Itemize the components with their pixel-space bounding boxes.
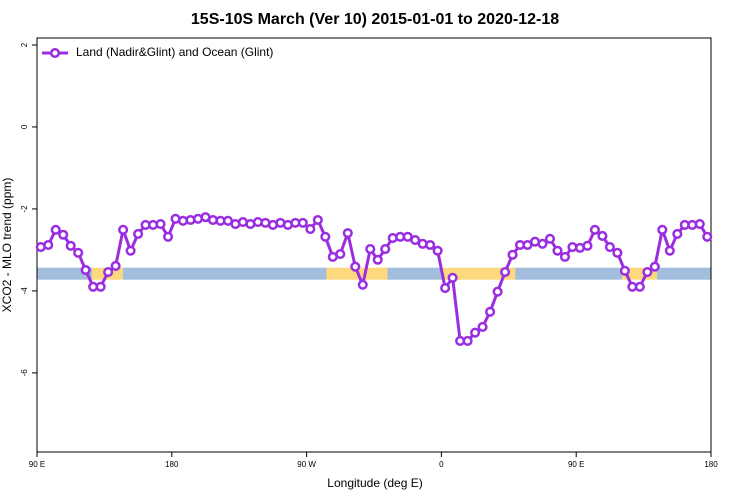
data-point (103, 267, 114, 278)
data-point (73, 247, 84, 258)
data-point (110, 260, 121, 271)
data-point (559, 251, 571, 262)
data-point (342, 228, 353, 239)
data-point (297, 217, 308, 228)
y-axis-label: XCO2 - MLO trend (ppm) (0, 178, 14, 313)
data-point (589, 224, 600, 235)
legend-marker (49, 47, 61, 59)
data-point (619, 265, 630, 276)
y-tick-label: 0 (20, 124, 29, 129)
surface-band-segment (387, 267, 443, 280)
surface-band-segment (122, 267, 327, 280)
data-point (163, 231, 174, 242)
data-point (335, 248, 346, 260)
data-point (58, 229, 69, 240)
data-point (477, 321, 488, 333)
data-point (492, 286, 503, 297)
data-point (425, 239, 436, 251)
data-point (604, 241, 615, 253)
x-tick-label: 180 (165, 460, 179, 469)
x-tick-label: 90 E (29, 460, 45, 469)
data-point (320, 231, 331, 242)
data-point (507, 249, 518, 260)
x-tick-label: 0 (439, 460, 444, 469)
data-point (312, 214, 323, 226)
data-point (432, 245, 443, 256)
data-point (694, 219, 705, 230)
data-point (118, 224, 129, 235)
data-point (702, 231, 713, 242)
data-point (95, 281, 106, 292)
data-point (125, 245, 136, 256)
data-point (410, 235, 421, 246)
x-tick-label: 180 (704, 460, 718, 469)
data-point (634, 281, 645, 292)
data-point (440, 282, 451, 294)
data-point (380, 244, 391, 255)
data-point (80, 264, 91, 276)
data-point (642, 267, 653, 278)
data-point (470, 327, 481, 338)
data-point (350, 261, 361, 272)
data-point (597, 230, 608, 242)
data-point (372, 254, 383, 265)
data-point (552, 245, 563, 256)
y-tick-label: -6 (20, 369, 29, 377)
data-point (155, 219, 166, 230)
y-tick-label: -2 (20, 205, 29, 213)
data-point (462, 335, 473, 346)
data-point (43, 239, 54, 251)
x-tick-label: 90 E (568, 460, 584, 469)
data-point (612, 247, 623, 258)
data-point (357, 279, 368, 290)
data-point (582, 240, 593, 251)
data-point (485, 306, 496, 317)
data-point (544, 233, 556, 244)
surface-band-segment (37, 267, 92, 280)
data-point (65, 240, 76, 251)
data-point (365, 244, 376, 255)
data-point (664, 245, 675, 256)
x-tick-label: 90 W (297, 460, 316, 469)
surface-band-segment (442, 267, 516, 280)
data-point (447, 272, 458, 283)
y-tick-label: 2 (20, 42, 29, 47)
data-point (657, 224, 668, 235)
data-point (50, 224, 61, 235)
data-point (305, 223, 316, 235)
data-point (133, 228, 144, 239)
data-point (537, 238, 548, 249)
data-point (649, 261, 660, 272)
y-tick-label: -4 (20, 287, 29, 295)
surface-band-segment (657, 267, 711, 280)
surface-band-segment (515, 267, 623, 280)
data-point (500, 267, 511, 278)
x-axis-label: Longitude (deg E) (327, 476, 422, 490)
chart-title: 15S-10S March (Ver 10) 2015-01-01 to 202… (191, 11, 559, 28)
data-point (672, 228, 683, 239)
legend-label: Land (Nadir&Glint) and Ocean (Glint) (76, 45, 273, 59)
